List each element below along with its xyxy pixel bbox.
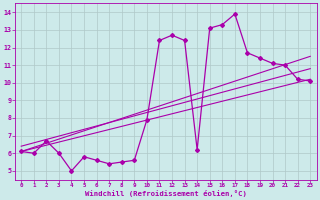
X-axis label: Windchill (Refroidissement éolien,°C): Windchill (Refroidissement éolien,°C) [85, 190, 247, 197]
